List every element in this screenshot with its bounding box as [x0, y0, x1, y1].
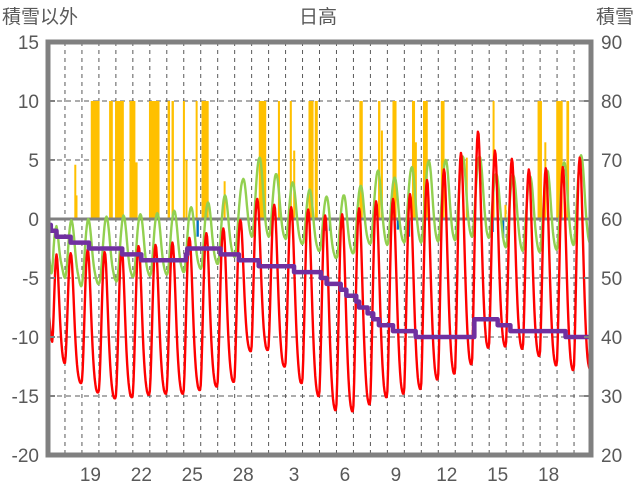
left-axis-title: 積雪以外	[2, 7, 79, 28]
svg-text:15: 15	[487, 465, 508, 486]
svg-text:10: 10	[18, 92, 39, 113]
svg-text:18: 18	[538, 465, 559, 486]
svg-text:-20: -20	[12, 446, 39, 467]
svg-text:19: 19	[80, 465, 101, 486]
svg-text:-15: -15	[12, 387, 39, 408]
svg-text:40: 40	[601, 328, 622, 349]
svg-text:25: 25	[182, 465, 203, 486]
left-axis-ticks: 15 10 5 0 -5 -10 -15 -20	[12, 33, 55, 467]
plot-frame	[45, 39, 594, 458]
svg-text:28: 28	[233, 465, 254, 486]
svg-text:60: 60	[601, 210, 622, 231]
series-lines	[45, 130, 593, 413]
svg-text:-10: -10	[12, 328, 39, 349]
svg-text:6: 6	[340, 465, 351, 486]
right-axis-title: 積雪	[595, 7, 634, 28]
svg-text:50: 50	[601, 269, 622, 290]
svg-text:20: 20	[601, 446, 622, 467]
svg-text:80: 80	[601, 92, 622, 113]
svg-text:5: 5	[28, 151, 39, 172]
svg-text:22: 22	[131, 465, 152, 486]
x-axis-ticks: 19 22 25 28 3 6 9 12 15 18	[80, 465, 559, 486]
precipitation-bars	[74, 101, 570, 219]
svg-text:0: 0	[28, 210, 39, 231]
svg-text:-5: -5	[22, 269, 39, 290]
svg-text:3: 3	[289, 465, 300, 486]
svg-text:9: 9	[391, 465, 402, 486]
svg-text:90: 90	[601, 33, 622, 54]
right-axis-ticks: 90 80 70 60 50 40 30 20	[584, 33, 622, 467]
svg-text:30: 30	[601, 387, 622, 408]
svg-text:12: 12	[436, 465, 457, 486]
svg-text:70: 70	[601, 151, 622, 172]
page-title: 日高	[298, 7, 337, 28]
svg-text:15: 15	[18, 33, 39, 54]
